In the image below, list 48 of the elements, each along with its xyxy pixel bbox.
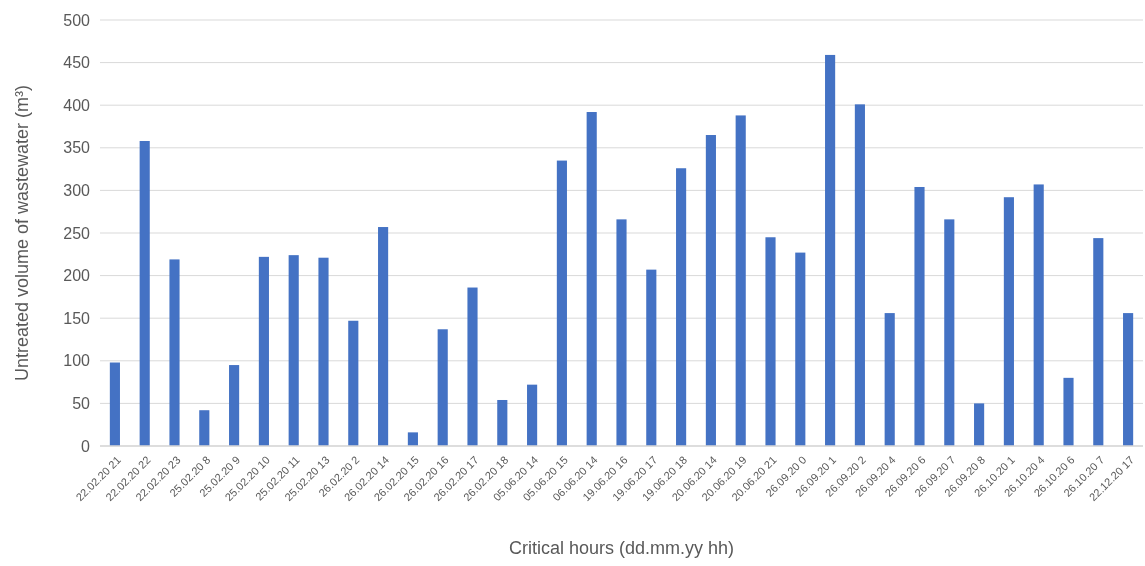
bar — [854, 104, 865, 446]
y-axis-title: Untreated volume of wastewater (m³) — [12, 84, 32, 382]
bar — [348, 320, 359, 446]
bar — [169, 259, 180, 446]
y-tick-label: 0 — [81, 437, 91, 455]
bar — [1123, 313, 1134, 446]
y-tick-label: 300 — [63, 182, 91, 199]
bar — [437, 329, 448, 446]
y-tick-label: 200 — [63, 267, 91, 285]
bar — [229, 365, 240, 446]
bar — [646, 269, 657, 446]
bar — [109, 362, 120, 446]
bar — [527, 384, 538, 446]
bar — [705, 135, 716, 446]
y-tick-label: 150 — [63, 309, 91, 327]
y-tick-label: 400 — [63, 96, 91, 114]
y-tick-label: 350 — [63, 139, 91, 157]
bar — [795, 252, 806, 446]
y-tick-label: 450 — [63, 54, 91, 72]
bar — [1093, 238, 1104, 446]
bar — [735, 115, 746, 446]
bar — [676, 168, 687, 446]
bar — [944, 219, 955, 446]
bar — [139, 140, 150, 446]
bar — [1003, 197, 1014, 446]
bar — [556, 160, 567, 446]
bar — [378, 227, 389, 446]
bar — [586, 112, 597, 446]
bar — [914, 186, 925, 446]
bar — [616, 219, 627, 446]
bar — [765, 237, 776, 446]
y-tick-label: 500 — [63, 11, 91, 29]
bar — [318, 257, 329, 446]
y-tick-label: 250 — [63, 224, 91, 242]
bar — [288, 255, 299, 446]
bar — [825, 54, 836, 446]
bar — [497, 399, 508, 446]
bar — [407, 432, 418, 446]
bar — [884, 313, 895, 446]
bar — [1033, 184, 1044, 446]
bar — [258, 256, 269, 446]
bar — [974, 403, 985, 446]
bar — [1063, 377, 1074, 446]
y-tick-label: 50 — [72, 395, 91, 412]
bar — [467, 287, 478, 446]
x-axis-title: Critical hours (dd.mm.yy hh) — [508, 538, 735, 558]
bar — [199, 410, 210, 446]
y-tick-label: 100 — [63, 352, 91, 370]
